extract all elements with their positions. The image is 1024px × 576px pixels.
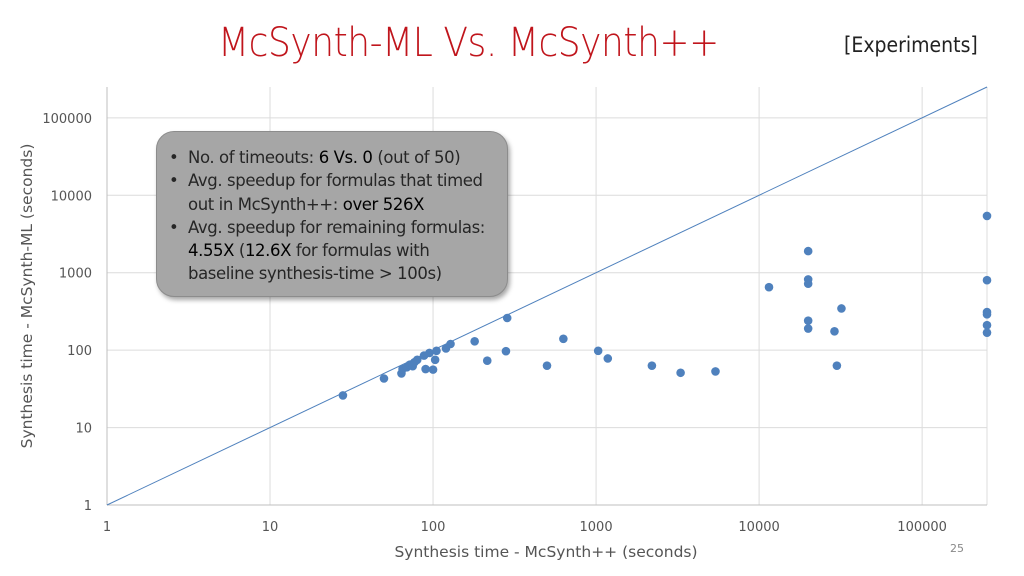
data-point	[803, 324, 813, 333]
summary-item: • Avg. speedup for remaining formulas: 4.…	[169, 216, 499, 286]
highlight-value: 4.55X	[188, 241, 235, 261]
data-point	[647, 361, 657, 370]
data-point	[982, 310, 992, 319]
x-tick-label: 1000	[580, 520, 613, 535]
data-point	[542, 361, 552, 370]
highlight-value: 6 Vs. 0	[318, 148, 373, 167]
x-tick-label: 10	[262, 520, 279, 535]
data-point	[446, 339, 455, 349]
data-point	[412, 355, 422, 365]
data-point	[501, 346, 511, 356]
data-point	[982, 275, 992, 285]
data-point	[482, 356, 492, 366]
data-point	[502, 313, 512, 323]
y-tick-label: 100	[67, 344, 92, 359]
bullet-icon: •	[169, 217, 179, 237]
reference-line	[106, 86, 988, 506]
data-point	[803, 316, 813, 325]
data-point	[982, 211, 992, 221]
x-tick-label: 100	[421, 520, 446, 535]
section-tag: [Experiments]	[844, 33, 978, 57]
data-point	[803, 279, 813, 289]
bullet-icon: •	[169, 171, 179, 191]
summary-text: (	[234, 241, 245, 261]
data-point	[421, 364, 430, 374]
bullet-icon: •	[169, 148, 179, 167]
y-tick-label: 10000	[51, 189, 92, 204]
summary-text: for formulas with baseline synthesis-tim…	[188, 241, 442, 284]
data-point	[982, 320, 992, 330]
page-title: McSynth-ML Vs. McSynth++	[218, 20, 719, 66]
y-tick-label: 10	[75, 422, 92, 437]
data-point	[430, 355, 440, 365]
data-point	[593, 346, 603, 356]
grid-lines	[107, 87, 988, 505]
y-tick-label: 100000	[42, 112, 92, 127]
data-point	[832, 361, 842, 370]
highlight-value: 12.6X	[244, 241, 291, 261]
data-points	[338, 211, 992, 400]
data-point	[379, 374, 389, 383]
summary-item: • No. of timeouts: 6 Vs. 0 (out of 50)	[169, 146, 499, 169]
y-tick-label: 1	[84, 499, 92, 514]
data-point	[432, 346, 441, 356]
data-point	[837, 304, 846, 313]
summary-text: No. of timeouts:	[188, 148, 319, 167]
axes	[106, 87, 987, 506]
summary-callout: • No. of timeouts: 6 Vs. 0 (out of 50) • Av…	[156, 131, 508, 297]
y-axis-label: Synthesis time - McSynth-ML (seconds)	[18, 144, 36, 449]
summary-text: Avg. speedup for remaining formulas:	[188, 217, 485, 237]
y-tick-label: 1000	[59, 267, 92, 282]
diagonal-line	[106, 86, 988, 506]
data-point	[676, 368, 685, 378]
summary-item: • Avg. speedup for formulas that timed ou…	[169, 169, 499, 216]
x-tick-label: 10000	[738, 520, 779, 535]
data-point	[338, 391, 348, 400]
tick-labels: 1 10 100 1000 10000 100000 1 10 100 1000 10000 1000…	[42, 112, 947, 535]
data-point	[603, 354, 613, 363]
data-point	[982, 328, 992, 337]
data-point	[470, 337, 479, 346]
data-point	[428, 365, 438, 374]
summary-text: Avg. speedup for formulas that timed out…	[188, 171, 483, 214]
data-point	[830, 327, 839, 336]
data-point	[559, 334, 568, 344]
summary-text: (out of 50)	[372, 148, 461, 167]
x-tick-label: 100000	[897, 520, 947, 535]
data-point	[711, 367, 720, 376]
x-tick-label: 1	[103, 520, 111, 535]
x-axis-label: Synthesis time - McSynth++ (seconds)	[394, 543, 697, 561]
summary-list: • No. of timeouts: 6 Vs. 0 (out of 50) • Av…	[157, 132, 507, 286]
page-number: 25	[950, 542, 964, 555]
data-point	[803, 246, 813, 256]
highlight-value: over 526X	[342, 194, 425, 214]
data-point	[425, 348, 434, 358]
data-point	[764, 282, 774, 292]
